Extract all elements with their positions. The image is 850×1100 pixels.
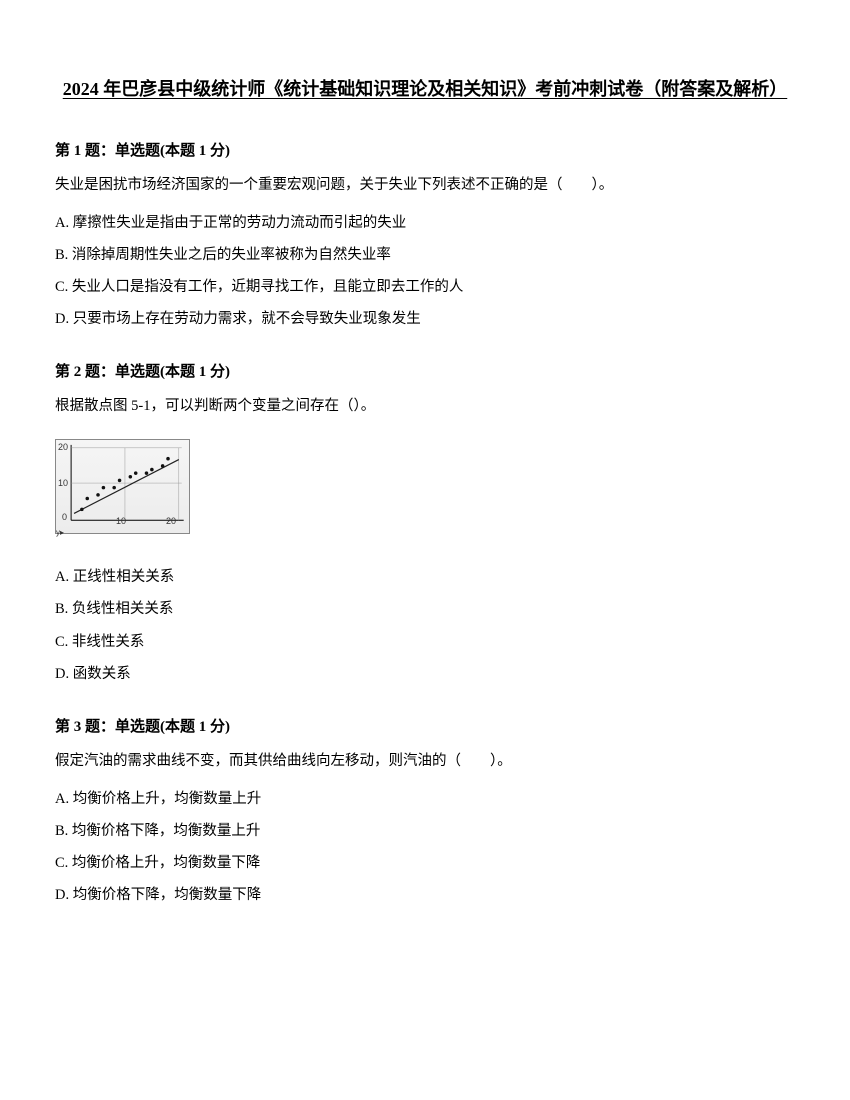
xlabel-20: 20 <box>166 516 176 526</box>
question-3: 第 3 题：单选题(本题 1 分) 假定汽油的需求曲线不变，而其供给曲线向左移动… <box>55 715 795 908</box>
q2-option-b: B. 负线性相关关系 <box>55 596 795 622</box>
scatter-chart-container: 20 10 0 10 20 y▸ <box>55 439 795 534</box>
q2-text: 根据散点图 5-1，可以判断两个变量之间存在（）。 <box>55 393 795 419</box>
q2-option-d: D. 函数关系 <box>55 661 795 687</box>
ylabel-10: 10 <box>58 478 68 488</box>
q2-option-c: C. 非线性关系 <box>55 629 795 655</box>
q1-text: 失业是困扰市场经济国家的一个重要宏观问题，关于失业下列表述不正确的是（ ）。 <box>55 172 795 198</box>
q2-header: 第 2 题：单选题(本题 1 分) <box>55 360 795 381</box>
q1-option-a: A. 摩擦性失业是指由于正常的劳动力流动而引起的失业 <box>55 210 795 236</box>
q1-option-c: C. 失业人口是指没有工作，近期寻找工作，且能立即去工作的人 <box>55 274 795 300</box>
q3-header: 第 3 题：单选题(本题 1 分) <box>55 715 795 736</box>
q3-option-b: B. 均衡价格下降，均衡数量上升 <box>55 818 795 844</box>
q3-option-c: C. 均衡价格上升，均衡数量下降 <box>55 850 795 876</box>
q1-option-b: B. 消除掉周期性失业之后的失业率被称为自然失业率 <box>55 242 795 268</box>
scatter-chart: 20 10 0 10 20 y▸ <box>55 439 190 534</box>
q3-text: 假定汽油的需求曲线不变，而其供给曲线向左移动，则汽油的（ ）。 <box>55 748 795 774</box>
q1-option-d: D. 只要市场上存在劳动力需求，就不会导致失业现象发生 <box>55 306 795 332</box>
q3-option-a: A. 均衡价格上升，均衡数量上升 <box>55 786 795 812</box>
q1-header: 第 1 题：单选题(本题 1 分) <box>55 139 795 160</box>
question-1: 第 1 题：单选题(本题 1 分) 失业是困扰市场经济国家的一个重要宏观问题，关… <box>55 139 795 332</box>
xlabel-10: 10 <box>116 516 126 526</box>
ylabel-0: 0 <box>62 512 67 522</box>
page-title: 2024 年巴彦县中级统计师《统计基础知识理论及相关知识》考前冲刺试卷（附答案及… <box>55 75 795 104</box>
q2-option-a: A. 正线性相关关系 <box>55 564 795 590</box>
q3-option-d: D. 均衡价格下降，均衡数量下降 <box>55 882 795 908</box>
ylabel-20: 20 <box>58 442 68 452</box>
question-2: 第 2 题：单选题(本题 1 分) 根据散点图 5-1，可以判断两个变量之间存在… <box>55 360 795 686</box>
y-caption: y▸ <box>56 528 64 537</box>
